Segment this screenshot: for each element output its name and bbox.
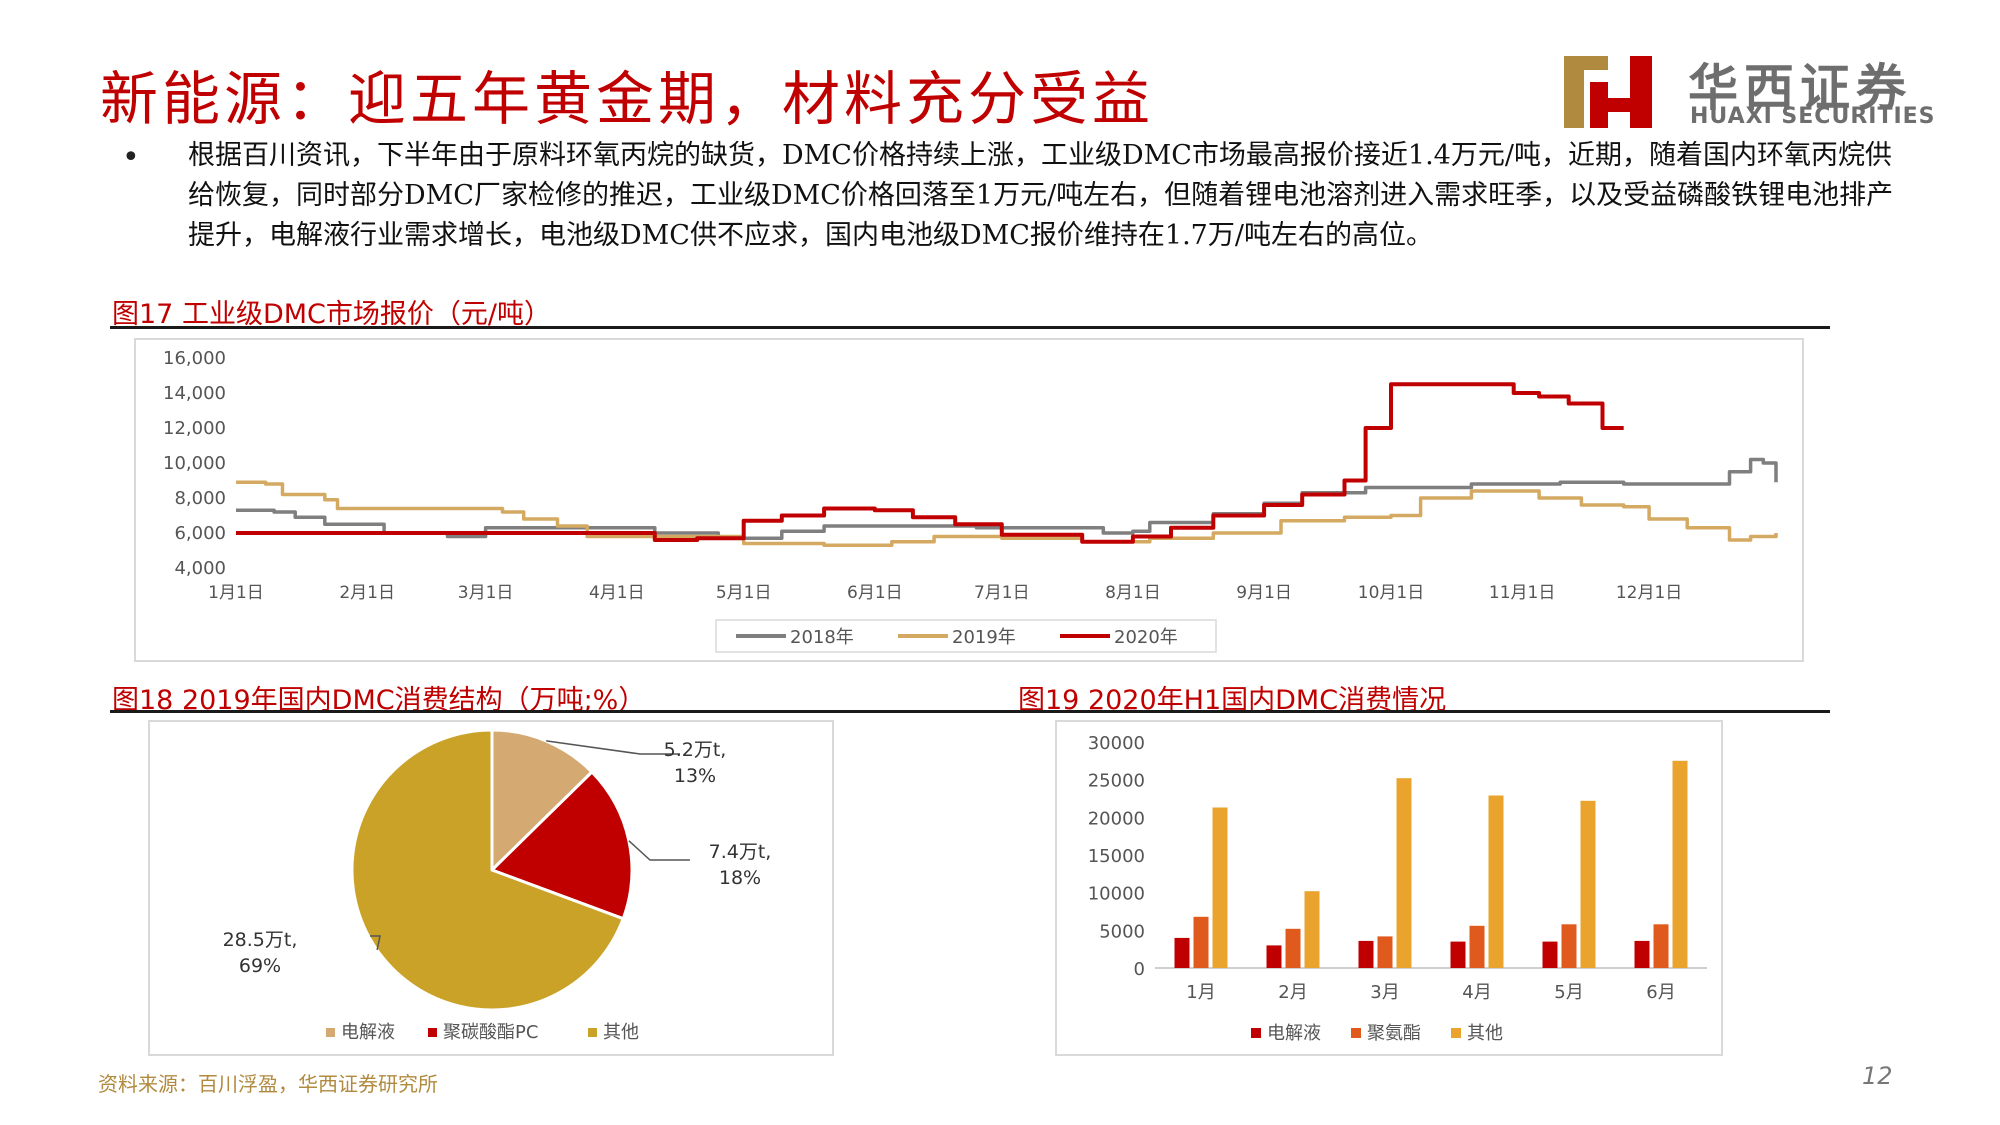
- y-tick-label: 0: [1134, 959, 1145, 980]
- legend-swatch: [1451, 1028, 1461, 1038]
- bar-电解液-2月: [1266, 945, 1282, 968]
- legend-swatch: [1351, 1028, 1361, 1038]
- bar-电解液-6月: [1634, 940, 1650, 968]
- legend-swatch: [428, 1028, 437, 1037]
- y-tick-label: 10,000: [163, 453, 226, 474]
- y-tick-label: 14,000: [163, 383, 226, 404]
- logo-text-en: HUAXI SECURITIES: [1690, 104, 1936, 129]
- bar-电解液-1月: [1174, 937, 1190, 968]
- bar-其他-4月: [1488, 795, 1504, 968]
- bullet-paragraph: 根据百川资讯，下半年由于原料环氧丙烷的缺货，DMC价格持续上涨，工业级DMC市场…: [188, 140, 1894, 251]
- x-tick-label: 9月1日: [1236, 583, 1292, 603]
- legend-label: 其他: [1467, 1023, 1503, 1044]
- x-tick-label: 7月1日: [974, 583, 1030, 603]
- logo-text-cn: 华西证券: [1688, 59, 1912, 117]
- fig18-19-rule: [110, 710, 1830, 713]
- legend-label: 聚碳酸酯PC: [443, 1022, 538, 1043]
- y-tick-label: 15000: [1088, 846, 1145, 867]
- x-tick-label: 3月1日: [458, 583, 514, 603]
- x-tick-label: 12月1日: [1616, 583, 1682, 603]
- y-tick-label: 30000: [1088, 733, 1145, 754]
- bar-聚氨酯-1月: [1193, 916, 1209, 968]
- source-note: 资料来源：百川浮盈，华西证券研究所: [98, 1072, 438, 1096]
- huaxi-logo-icon: [1564, 56, 1652, 128]
- x-tick-label: 4月: [1462, 982, 1491, 1003]
- bar-聚氨酯-3月: [1377, 936, 1393, 968]
- pie-leader-line: [370, 935, 381, 951]
- series-line-2020年: [236, 382, 1624, 544]
- bar-电解液-5月: [1542, 941, 1558, 968]
- x-tick-label: 1月: [1186, 982, 1215, 1003]
- bar-电解液-3月: [1358, 940, 1374, 968]
- legend-label: 2019年: [952, 627, 1016, 648]
- page-title: 新能源：迎五年黄金期，材料充分受益: [100, 65, 1155, 133]
- x-tick-label: 11月1日: [1489, 583, 1555, 603]
- y-tick-label: 25000: [1088, 771, 1145, 792]
- x-tick-label: 8月1日: [1105, 583, 1161, 603]
- pie-label-value: 28.5万t,: [223, 929, 298, 951]
- fig19-panel: 0 5000 10000 15000 20000 25000 30000 1月 2月 3月 4月 5月…: [1055, 720, 1723, 1056]
- fig18-panel: 5.2万t, 13% 7.4万t, 18% 28.5万t, 69% 电解液 聚碳酸酯PC 其他: [148, 720, 834, 1056]
- fig17-panel: 4,000 6,000 8,000 10,000 12,000 14,000 16,000 1…: [134, 338, 1804, 662]
- pie-label-value: 7.4万t,: [709, 841, 772, 863]
- bullet-marker: •: [122, 140, 140, 175]
- bar-聚氨酯-4月: [1469, 925, 1485, 968]
- x-tick-label: 6月1日: [847, 583, 903, 603]
- fig17-rule: [110, 326, 1830, 329]
- x-tick-label: 6月: [1646, 982, 1675, 1003]
- x-tick-label: 4月1日: [589, 583, 645, 603]
- pie-label-value: 5.2万t,: [664, 739, 727, 761]
- legend-box: [715, 619, 1217, 653]
- legend-label: 2018年: [790, 627, 854, 648]
- fig17-caption: 图17 工业级DMC市场报价（元/吨）: [112, 299, 551, 330]
- y-tick-label: 12,000: [163, 418, 226, 439]
- pie-label-percent: 13%: [674, 765, 716, 787]
- x-tick-label: 3月: [1370, 982, 1399, 1003]
- legend-label: 电解液: [1267, 1023, 1321, 1044]
- pie-slice-电解液: [490, 728, 595, 874]
- legend-swatch: [326, 1028, 335, 1037]
- bar-其他-1月: [1212, 807, 1228, 968]
- y-tick-label: 4,000: [174, 558, 226, 579]
- bar-其他-3月: [1396, 778, 1412, 968]
- pie-label-percent: 18%: [719, 867, 761, 889]
- y-tick-label: 20000: [1088, 808, 1145, 829]
- y-tick-label: 16,000: [163, 348, 226, 369]
- bar-聚氨酯-5月: [1561, 924, 1577, 968]
- x-tick-label: 5月1日: [716, 583, 772, 603]
- pie-chart: 5.2万t, 13% 7.4万t, 18% 28.5万t, 69% 电解液 聚碳酸酯PC 其他: [223, 728, 772, 1043]
- y-tick-label: 5000: [1099, 921, 1145, 942]
- legend-label: 2020年: [1114, 627, 1178, 648]
- legend-swatch: [1251, 1028, 1261, 1038]
- pie-slice-其他: [350, 728, 626, 1012]
- bar-其他-6月: [1672, 760, 1688, 968]
- y-tick-label: 6,000: [174, 523, 226, 544]
- bar-其他-2月: [1304, 891, 1320, 968]
- x-tick-label: 2月1日: [339, 583, 395, 603]
- x-tick-label: 5月: [1554, 982, 1583, 1003]
- pie-label-percent: 69%: [239, 955, 281, 977]
- x-tick-label: 10月1日: [1358, 583, 1424, 603]
- y-tick-label: 8,000: [174, 488, 226, 509]
- pie-leader-line: [546, 740, 680, 755]
- bar-其他-5月: [1580, 800, 1596, 968]
- company-logo: [1560, 52, 1960, 132]
- y-tick-label: 10000: [1088, 884, 1145, 905]
- x-tick-label: 1月1日: [208, 583, 264, 603]
- legend-label: 电解液: [341, 1022, 395, 1043]
- bar-聚氨酯-2月: [1285, 928, 1301, 968]
- legend-swatch: [588, 1028, 597, 1037]
- page-number: 12: [1862, 1062, 1893, 1090]
- legend-label: 聚氨酯: [1367, 1023, 1421, 1044]
- bar-电解液-4月: [1450, 941, 1466, 968]
- line-chart: 4,000 6,000 8,000 10,000 12,000 14,000 16,000 1…: [163, 348, 1778, 653]
- pie-leader-line: [628, 840, 690, 861]
- legend-label: 其他: [603, 1022, 639, 1043]
- bar-chart: 0 5000 10000 15000 20000 25000 30000 1月 2月 3月 4月 5月…: [1088, 733, 1707, 1044]
- x-tick-label: 2月: [1278, 982, 1307, 1003]
- bar-聚氨酯-6月: [1653, 924, 1669, 968]
